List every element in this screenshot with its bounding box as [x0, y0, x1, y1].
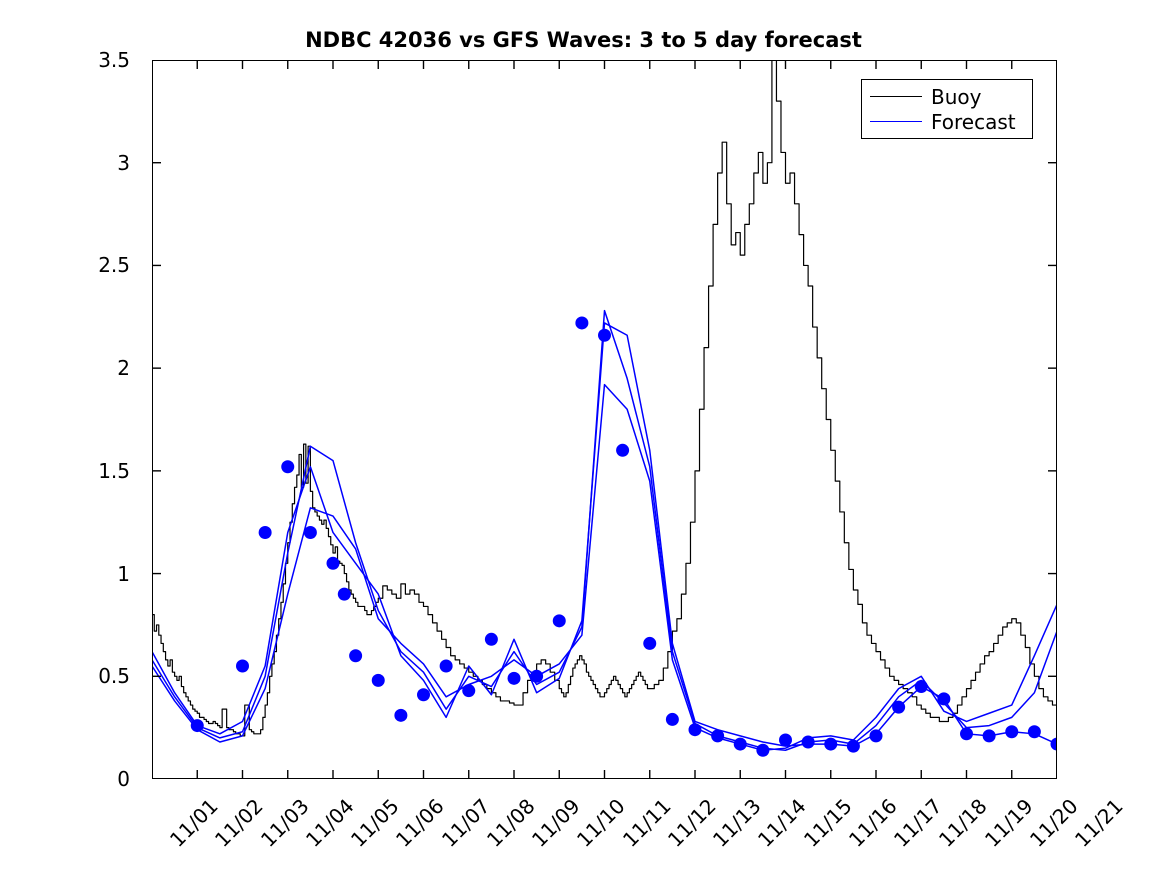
x-axis-tick-labels: 11/01 11/02 11/03 11/04 11/05 11/06 11/07 11/08…: [152, 786, 1128, 874]
forecast-marker: [756, 743, 770, 757]
series-forecast-3-day: [152, 322, 1057, 747]
forecast-marker: [439, 659, 453, 673]
x-tick-label: 11/11: [617, 794, 676, 852]
forecast-marker: [394, 708, 408, 722]
x-tick-label: 11/21: [1069, 794, 1128, 852]
forecast-marker: [303, 525, 317, 539]
forecast-marker: [258, 525, 272, 539]
x-tick-label: 11/02: [210, 794, 268, 852]
x-tick-label: 11/12: [662, 794, 721, 852]
forecast-marker: [462, 684, 476, 698]
forecast-marker: [552, 614, 566, 628]
x-tick-label: 11/08: [481, 794, 540, 852]
forecast-marker: [484, 632, 498, 646]
x-tick-label: 11/03: [255, 794, 314, 852]
y-tick-label: 2: [117, 356, 130, 381]
x-tick-label: 11/10: [572, 794, 630, 852]
x-tick-label: 11/17: [888, 794, 947, 852]
forecast-marker: [190, 719, 204, 733]
forecast-marker: [869, 729, 883, 743]
x-tick-label: 11/04: [300, 794, 359, 852]
forecast-marker: [530, 669, 544, 683]
forecast-marker: [688, 723, 702, 737]
forecast-marker: [846, 739, 860, 753]
x-tick-label: 11/18: [934, 794, 992, 852]
series-buoy: [152, 60, 1057, 737]
forecast-marker: [982, 729, 996, 743]
forecast-marker: [598, 328, 611, 342]
forecast-marker: [779, 733, 792, 747]
forecast-marker: [960, 727, 973, 741]
y-tick-label: 3: [117, 150, 130, 175]
x-tick-label: 11/14: [753, 794, 811, 852]
forecast-marker: [337, 587, 351, 601]
y-axis-tick-labels: 0 0.5 1 1.5 2 2.5 3 3.5: [0, 48, 142, 791]
forecast-marker: [281, 460, 295, 474]
legend-label-forecast: Forecast: [931, 109, 1016, 134]
y-tick-label: 0.5: [98, 664, 130, 689]
forecast-marker: [914, 680, 928, 694]
forecast-marker: [937, 692, 951, 706]
x-tick-label: 11/20: [1024, 794, 1083, 852]
y-tick-label: 2.5: [98, 253, 130, 278]
x-tick-label: 11/07: [436, 794, 495, 852]
legend-label-buoy: Buoy: [931, 84, 982, 109]
y-tick-label: 3.5: [98, 48, 130, 72]
x-tick-label: 11/05: [345, 794, 404, 852]
forecast-marker: [349, 649, 363, 663]
forecast-marker: [371, 673, 385, 687]
plot-canvas: [152, 60, 1057, 779]
legend: Buoy Forecast: [861, 79, 1033, 139]
forecast-marker: [1027, 725, 1041, 739]
forecast-marker: [417, 688, 430, 702]
y-tick-label: 1: [117, 561, 130, 586]
x-tick-label: 11/01: [164, 794, 223, 852]
forecast-marker: [824, 737, 838, 751]
plot-frame: [152, 60, 1057, 779]
legend-item-buoy: Buoy: [870, 85, 1024, 109]
forecast-marker: [801, 735, 815, 749]
page-title: NDBC 42036 vs GFS Waves: 3 to 5 day fore…: [305, 28, 862, 52]
series-forecast-5-day: [152, 383, 1057, 751]
legend-swatch-forecast: [870, 121, 922, 122]
forecast-marker: [575, 316, 589, 330]
forecast-marker: [1050, 737, 1057, 751]
series-forecast-4-day: [152, 309, 1057, 751]
forecast-marker: [236, 659, 249, 673]
legend-swatch-buoy: [870, 96, 922, 97]
x-tick-label: 11/09: [526, 794, 585, 852]
y-tick-label: 1.5: [98, 458, 130, 483]
x-tick-label: 11/15: [798, 794, 857, 852]
x-tick-label: 11/13: [707, 794, 766, 852]
forecast-marker: [711, 729, 725, 743]
plot-area: [152, 60, 1057, 779]
forecast-marker: [733, 737, 747, 751]
forecast-marker: [643, 636, 657, 650]
y-tick-label: 0: [117, 767, 130, 791]
x-tick-label: 11/16: [843, 794, 902, 852]
legend-item-forecast: Forecast: [870, 110, 1024, 134]
forecast-marker: [616, 443, 630, 457]
forecast-marker: [892, 700, 906, 714]
x-tick-label: 11/19: [979, 794, 1038, 852]
forecast-marker: [507, 671, 521, 685]
forecast-marker: [326, 556, 340, 570]
forecast-marker: [1005, 725, 1019, 739]
x-tick-label: 11/06: [391, 794, 449, 852]
forecast-marker: [665, 712, 679, 726]
